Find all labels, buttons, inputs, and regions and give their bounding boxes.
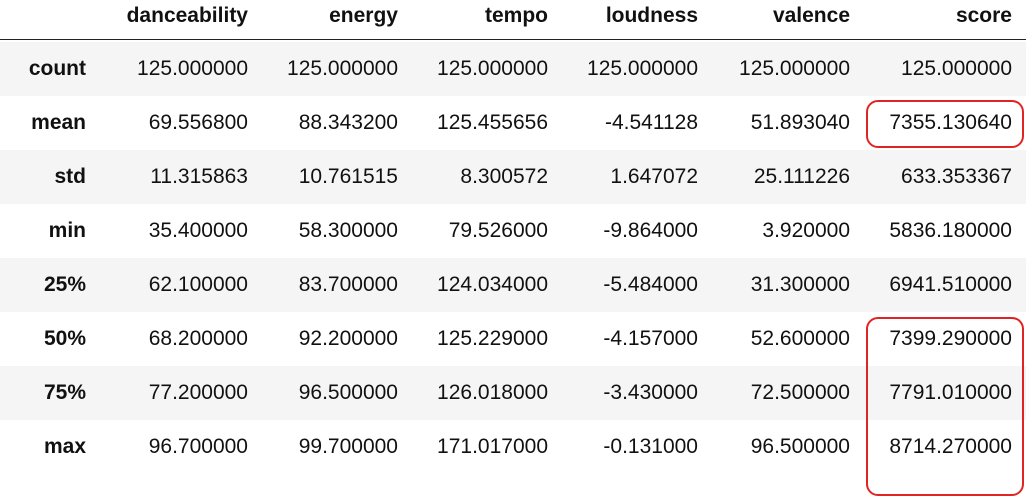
- table-cell: 7355.130640: [889, 111, 1012, 134]
- table-row: std 11.315863 10.761515 8.300572 1.64707…: [0, 150, 1026, 204]
- table-cell: 11.315863: [150, 165, 248, 188]
- table-cell: 79.526000: [448, 219, 548, 242]
- table-cell: 5836.180000: [889, 219, 1012, 242]
- table-cell: 96.500000: [750, 435, 850, 458]
- table-cell: 3.920000: [762, 219, 850, 242]
- table-cell: 83.700000: [298, 273, 398, 296]
- table-cell: 125.000000: [287, 57, 398, 80]
- table-row: 50% 68.200000 92.200000 125.229000 -4.15…: [0, 312, 1026, 366]
- table-cell: 6941.510000: [889, 273, 1012, 296]
- table-cell: 92.200000: [298, 327, 398, 350]
- row-index: mean: [31, 111, 86, 134]
- table-cell: 7399.290000: [889, 327, 1012, 350]
- table-cell: 125.000000: [137, 57, 248, 80]
- table-cell: 96.500000: [298, 381, 398, 404]
- table-cell: 88.343200: [298, 111, 398, 134]
- table-row: count 125.000000 125.000000 125.000000 1…: [0, 42, 1026, 96]
- table-cell: 126.018000: [437, 381, 548, 404]
- column-header-energy: energy: [329, 4, 398, 27]
- table-cell: 125.455656: [437, 111, 548, 134]
- column-header-loudness: loudness: [605, 4, 698, 27]
- table-cell: 8.300572: [460, 165, 548, 188]
- column-header-danceability: danceability: [126, 4, 248, 27]
- table-cell: 58.300000: [298, 219, 398, 242]
- table-cell: -4.541128: [604, 111, 698, 134]
- table-cell: 68.200000: [148, 327, 248, 350]
- table-cell: 633.353367: [901, 165, 1012, 188]
- table-cell: 31.300000: [750, 273, 850, 296]
- table-cell: 8714.270000: [889, 435, 1012, 458]
- table-row: 25% 62.100000 83.700000 124.034000 -5.48…: [0, 258, 1026, 312]
- table-cell: -9.864000: [603, 219, 698, 242]
- row-index: min: [48, 219, 86, 242]
- table-cell: -4.157000: [603, 327, 698, 350]
- column-header-valence: valence: [772, 4, 850, 27]
- table-cell: 69.556800: [148, 111, 248, 134]
- row-index: 50%: [43, 327, 86, 350]
- table-cell: 62.100000: [148, 273, 248, 296]
- table-cell: 125.000000: [587, 57, 698, 80]
- table-cell: -3.430000: [603, 381, 698, 404]
- table-cell: 52.600000: [750, 327, 850, 350]
- table-cell: 51.893040: [750, 111, 850, 134]
- table-cell: -0.131000: [603, 435, 698, 458]
- table-row: 75% 77.200000 96.500000 126.018000 -3.43…: [0, 366, 1026, 420]
- table-cell: 72.500000: [750, 381, 850, 404]
- table-cell: 96.700000: [148, 435, 248, 458]
- row-index: 75%: [43, 381, 86, 404]
- table-cell: -5.484000: [603, 273, 698, 296]
- table-cell: 10.761515: [298, 165, 398, 188]
- column-header-score: score: [955, 4, 1012, 27]
- table-header: danceability energy tempo loudness valen…: [0, 0, 1026, 40]
- table-row: min 35.400000 58.300000 79.526000 -9.864…: [0, 204, 1026, 258]
- table-cell: 125.000000: [901, 57, 1012, 80]
- table-row: max 96.700000 99.700000 171.017000 -0.13…: [0, 420, 1026, 474]
- table-cell: 124.034000: [437, 273, 548, 296]
- table-cell: 35.400000: [148, 219, 248, 242]
- table-cell: 171.017000: [437, 435, 548, 458]
- table-row: mean 69.556800 88.343200 125.455656 -4.5…: [0, 96, 1026, 150]
- row-index: count: [28, 57, 86, 80]
- table-cell: 1.647072: [610, 165, 698, 188]
- row-index: 25%: [43, 273, 86, 296]
- table-cell: 125.229000: [437, 327, 548, 350]
- table-cell: 25.111226: [753, 165, 850, 188]
- row-index: std: [54, 165, 87, 188]
- table-cell: 77.200000: [148, 381, 248, 404]
- table-cell: 125.000000: [739, 57, 850, 80]
- row-index: max: [43, 435, 86, 458]
- column-header-tempo: tempo: [485, 4, 548, 27]
- table-cell: 99.700000: [298, 435, 398, 458]
- table-cell: 7791.010000: [889, 381, 1012, 404]
- table-cell: 125.000000: [437, 57, 548, 80]
